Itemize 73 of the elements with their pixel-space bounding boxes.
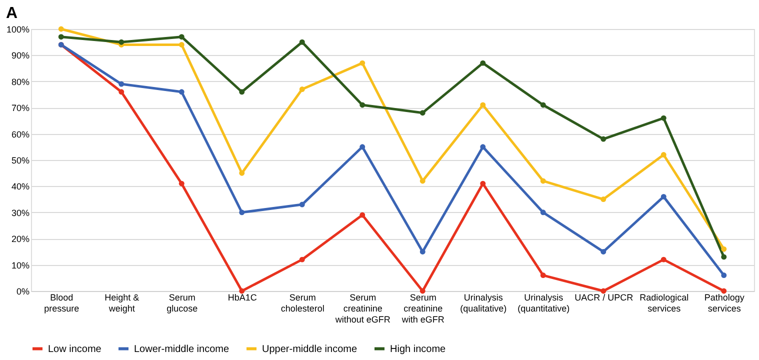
point (178, 42, 184, 48)
point (420, 288, 426, 294)
point (239, 288, 245, 294)
point (480, 102, 486, 108)
y-tick-label: 100% (6, 24, 30, 34)
point (480, 60, 486, 66)
point (540, 272, 546, 278)
point (58, 34, 64, 40)
y-tick-label: 80% (11, 76, 30, 87)
y-tick-label: 90% (11, 50, 30, 61)
point (480, 144, 486, 150)
legend-label: Lower-middle income (134, 344, 230, 355)
point (660, 194, 666, 200)
x-tick-label: Pathology services (704, 292, 745, 314)
y-tick-label: 50% (11, 156, 30, 166)
point (600, 248, 606, 254)
x-tick-label: Urinalysis (quantitative) (518, 292, 570, 314)
legend-label: Low income (48, 344, 102, 355)
point (299, 202, 305, 208)
x-tick-label: Serum glucose (166, 292, 198, 314)
point (600, 288, 606, 294)
point (118, 89, 124, 95)
point (118, 81, 124, 87)
point (721, 254, 727, 260)
point (540, 178, 546, 184)
point (420, 110, 426, 116)
x-tick-label: Radiological services (640, 292, 689, 314)
y-tick-label: 20% (11, 234, 30, 244)
point (299, 86, 305, 92)
x-tick-label: Blood pressure (44, 292, 80, 314)
point (239, 89, 245, 95)
point (360, 102, 366, 108)
point (360, 212, 366, 218)
chart-title: A (6, 5, 18, 22)
point (178, 34, 184, 40)
point (299, 39, 305, 45)
x-tick-label: Urinalysis (qualitative) (460, 292, 507, 314)
point (58, 26, 64, 32)
point (239, 210, 245, 216)
y-tick-label: 30% (11, 208, 30, 218)
point (118, 39, 124, 45)
point (360, 60, 366, 66)
x-tick-label: HbA1C (228, 292, 258, 302)
point (540, 210, 546, 216)
y-tick-label: 70% (11, 103, 30, 114)
point (299, 256, 305, 262)
x-tick-label: UACR / UPCR (574, 292, 634, 302)
point (420, 248, 426, 254)
point (178, 89, 184, 95)
point (540, 102, 546, 108)
point (721, 246, 727, 252)
legend-label: High income (390, 344, 446, 355)
y-tick-label: 0% (16, 286, 30, 296)
point (721, 272, 727, 278)
x-tick-label: Height & weight (104, 292, 140, 314)
point (660, 115, 666, 121)
point (480, 180, 486, 186)
point (239, 170, 245, 176)
point (420, 178, 426, 184)
x-tick-label: Serum creatinine with eGFR (400, 292, 445, 324)
point (360, 144, 366, 150)
point (721, 288, 727, 294)
legend-label: Upper-middle income (262, 344, 358, 355)
x-tick-label: Serum creatinine without eGFR (334, 292, 391, 324)
point (660, 152, 666, 158)
point (600, 196, 606, 202)
point (600, 136, 606, 142)
point (660, 256, 666, 262)
y-tick-label: 10% (11, 260, 30, 270)
x-tick-label: Serum cholesterol (280, 292, 324, 314)
point (178, 180, 184, 186)
y-tick-label: 40% (11, 182, 30, 192)
y-tick-label: 60% (11, 129, 30, 140)
